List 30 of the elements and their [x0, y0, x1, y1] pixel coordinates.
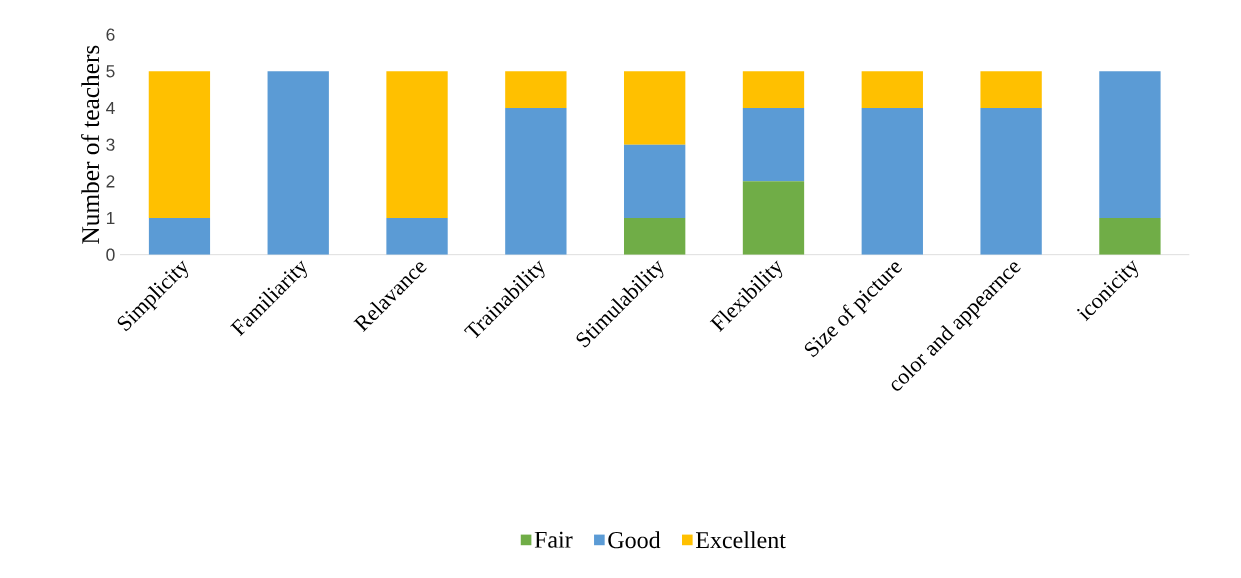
bar [624, 144, 686, 218]
bar [386, 71, 448, 218]
bar [505, 71, 567, 108]
bar [267, 71, 329, 255]
y-tick-label: 3 [106, 138, 115, 151]
bar [1099, 71, 1161, 218]
bar [861, 108, 923, 255]
y-tick-label: 0 [106, 248, 115, 261]
y-tick-label: 4 [106, 102, 115, 114]
bar [742, 181, 805, 255]
bar [624, 218, 686, 255]
bar [742, 71, 805, 108]
legend-label: Excellent [695, 531, 786, 549]
bar [980, 108, 1042, 255]
bar [742, 108, 805, 182]
y-tick-label: 5 [106, 65, 115, 78]
legend-label: Good [608, 531, 661, 549]
y-tick-label: 1 [106, 212, 115, 224]
bar [148, 71, 211, 218]
bar [148, 218, 211, 255]
legend-label: Fair [534, 531, 573, 548]
y-axis-title: Number of teachers [81, 45, 100, 244]
bar [980, 71, 1042, 108]
bar [624, 71, 686, 145]
bar [1099, 218, 1161, 255]
bar [386, 218, 448, 255]
bar [505, 108, 567, 255]
bar [861, 71, 923, 108]
y-tick-label: 2 [106, 175, 115, 188]
y-tick-label: 6 [106, 28, 115, 41]
